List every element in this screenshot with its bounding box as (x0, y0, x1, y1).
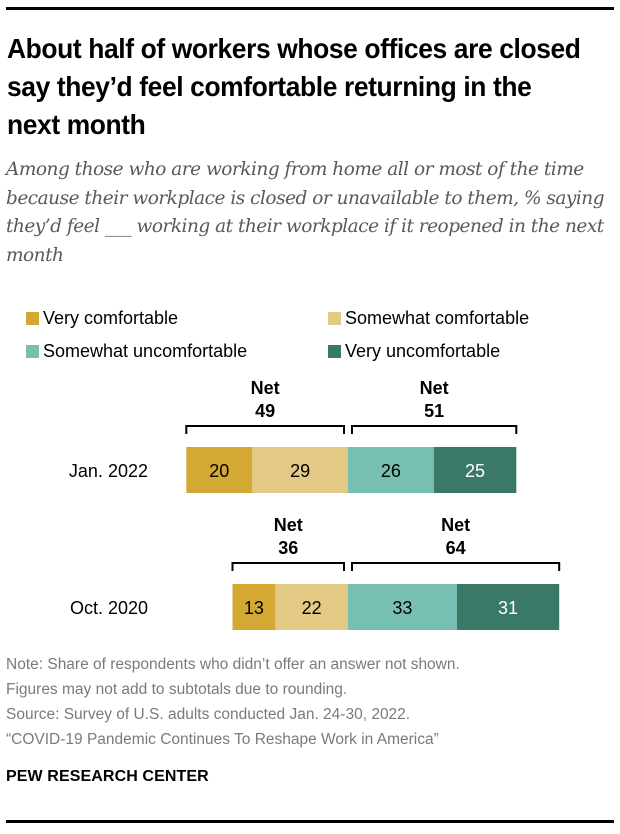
note-line: Figures may not add to subtotals due to … (6, 681, 348, 698)
report-title-line: “COVID-19 Pandemic Continues To Reshape … (6, 731, 439, 748)
legend-swatch (328, 312, 341, 325)
net-label: Net (274, 515, 303, 535)
net-value: 49 (255, 401, 275, 421)
net-bracket-comfortable (185, 425, 345, 434)
net-label: Net (441, 515, 470, 535)
net-label: Net (251, 378, 280, 398)
bar-segment-very-uncomfortable (456, 584, 560, 630)
net-value: 51 (424, 401, 444, 421)
bar-segment-somewhat-uncomfortable (348, 447, 434, 493)
legend-item-very-comfortable: Very comfortable (26, 307, 178, 329)
legend-item-somewhat-comfortable: Somewhat comfortable (328, 307, 529, 329)
pew-branding: PEW RESEARCH CENTER (6, 768, 209, 785)
data-label: 29 (290, 461, 310, 481)
data-label: 13 (244, 598, 264, 618)
note-line: Note: Share of respondents who didn’t of… (6, 656, 460, 673)
bar-segment-very-comfortable (232, 584, 276, 630)
legend-label: Very comfortable (43, 308, 179, 328)
legend-item-very-uncomfortable: Very uncomfortable (328, 340, 500, 362)
net-label: Net (420, 378, 449, 398)
data-label: 25 (465, 461, 485, 481)
legend-swatch (328, 345, 341, 358)
legend-swatch (26, 312, 39, 325)
bar-segment-very-comfortable (186, 447, 253, 493)
bar-segment-somewhat-comfortable (275, 584, 348, 630)
chart-subtitle: Among those who are working from home al… (6, 159, 605, 266)
category-label: Jan. 2022 (69, 461, 148, 481)
data-label: 20 (209, 461, 229, 481)
bottom-rule (6, 820, 614, 823)
net-value: 36 (278, 538, 298, 558)
top-rule (6, 7, 614, 10)
stacked-bar-chart: Jan. 2022 20 29 26 25 Net 49 Net 51 Oct. 2020 13 22… (69, 378, 561, 630)
legend-item-somewhat-uncomfortable: Somewhat uncomfortable (26, 340, 247, 362)
data-label: 33 (392, 598, 412, 618)
source-line: Source: Survey of U.S. adults conducted … (6, 706, 411, 723)
chart-title: About half of workers whose offices are … (7, 33, 581, 140)
legend-label: Somewhat uncomfortable (43, 341, 248, 361)
net-bracket-uncomfortable (351, 562, 561, 571)
data-label: 26 (381, 461, 401, 481)
data-label: 31 (498, 598, 518, 618)
net-bracket-uncomfortable (351, 425, 518, 434)
bar-segment-very-uncomfortable (433, 447, 517, 493)
category-label: Oct. 2020 (70, 598, 148, 618)
data-label: 22 (302, 598, 322, 618)
net-value: 64 (446, 538, 466, 558)
bar-segment-somewhat-uncomfortable (348, 584, 457, 630)
legend-swatch (26, 345, 39, 358)
bar-segment-somewhat-comfortable (252, 447, 348, 493)
legend-label: Somewhat comfortable (345, 308, 530, 328)
net-bracket-comfortable (231, 562, 345, 571)
notes-block: Note: Share of respondents who didn’t of… (6, 652, 460, 752)
legend-label: Very uncomfortable (345, 341, 501, 361)
